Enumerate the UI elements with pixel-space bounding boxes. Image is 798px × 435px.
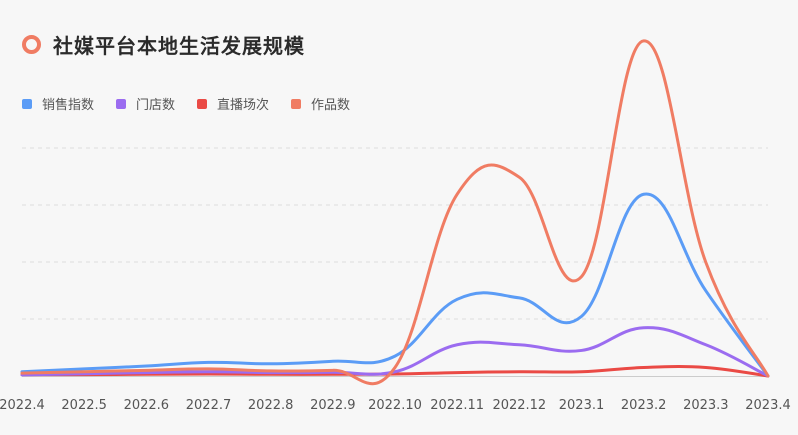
- x-tick-label: 2022.5: [61, 398, 107, 413]
- legend-label: 门店数: [136, 98, 176, 113]
- x-tick-label: 2022.10: [368, 398, 422, 413]
- title-row: 社媒平台本地生活发展规模: [22, 30, 305, 59]
- legend-label: 直播场次: [217, 98, 270, 113]
- x-tick-label: 2023.4: [745, 398, 791, 413]
- legend-item-live-sessions[interactable]: 直播场次: [197, 94, 269, 113]
- x-tick-label: 2022.9: [310, 398, 356, 413]
- series-line-2: [20, 365, 770, 378]
- series-line-3: [20, 39, 770, 386]
- legend-item-sales-index[interactable]: 销售指数: [22, 94, 94, 113]
- x-tick-label: 2022.6: [124, 398, 170, 413]
- x-tick-label: 2023.2: [621, 398, 667, 413]
- legend-swatch: [197, 98, 208, 109]
- legend-swatch: [291, 98, 302, 109]
- series-line-0: [20, 192, 770, 378]
- x-tick-label: 2023.1: [559, 398, 605, 413]
- legend-item-store-count[interactable]: 门店数: [116, 94, 175, 113]
- x-tick-label: 2023.3: [683, 398, 729, 413]
- x-tick-label: 2022.12: [492, 398, 546, 413]
- x-tick-label: 2022.8: [248, 398, 294, 413]
- x-tick-label: 2022.11: [430, 398, 484, 413]
- legend-item-works-count[interactable]: 作品数: [291, 94, 350, 113]
- title-ring-icon: [22, 35, 41, 54]
- x-tick-label: 2022.4: [0, 398, 45, 413]
- chart-title: 社媒平台本地生活发展规模: [53, 34, 305, 58]
- legend-swatch: [22, 98, 32, 109]
- legend-label: 销售指数: [42, 98, 95, 113]
- legend: 销售指数 门店数 直播场次 作品数: [22, 94, 372, 113]
- series-line-1: [20, 326, 770, 378]
- legend-swatch: [116, 98, 127, 109]
- legend-label: 作品数: [311, 98, 351, 113]
- x-tick-label: 2022.7: [186, 398, 232, 413]
